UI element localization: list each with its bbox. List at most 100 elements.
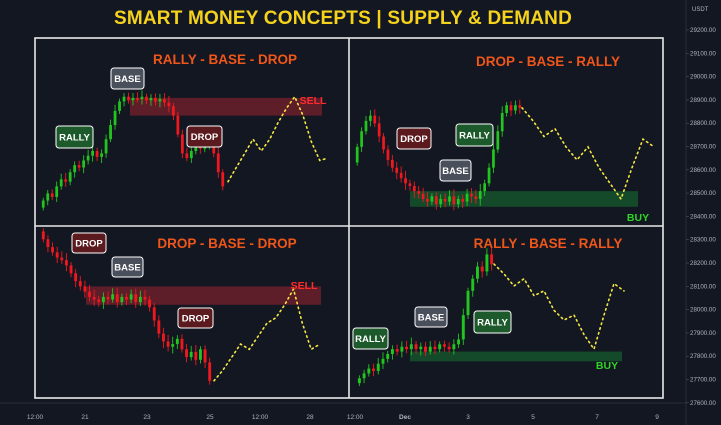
candle-body [496, 131, 500, 150]
candle-body [483, 183, 487, 192]
candle-body [194, 351, 198, 360]
candle-body [140, 96, 144, 100]
candle-body [404, 178, 407, 184]
candle-body [59, 179, 63, 187]
candle-body [145, 96, 148, 101]
projection-path [213, 286, 321, 382]
candle-body [216, 153, 220, 173]
candle-body [470, 193, 473, 197]
candle-body [64, 179, 68, 182]
projection-path [227, 95, 329, 183]
candle-body [143, 296, 147, 300]
signal-sell: SELL [291, 280, 318, 292]
candle-body [409, 344, 413, 350]
projection-path [521, 107, 655, 201]
tag-box [352, 327, 389, 350]
candle-body [55, 252, 59, 258]
price-tick-label: 28800.00 [690, 120, 716, 127]
time-tick-label: 12:00 [27, 414, 44, 421]
candle-body [189, 151, 193, 159]
candle-body [120, 296, 124, 303]
candle-body [166, 341, 170, 347]
tag-label-rally: RALLY [59, 133, 90, 144]
candle-body [176, 115, 180, 135]
tag-box [110, 67, 145, 90]
page-title: SMART MONEY CONCEPTS | SUPPLY & DEMAND [113, 8, 573, 29]
candle-body [376, 363, 380, 371]
candle-body [364, 120, 368, 132]
candle-body [131, 97, 135, 101]
tag-label-drop: DROP [75, 239, 103, 250]
candle-body [386, 354, 390, 359]
candle-body [134, 294, 138, 303]
candle-body [167, 102, 171, 107]
panel-title: DROP - BASE - RALLY [476, 54, 620, 69]
candle-body [443, 198, 447, 202]
price-tick-label: 28900.00 [690, 97, 716, 104]
panel-4: RALLY - BASE - RALLY RALLY BASE RALLY BUY [352, 236, 625, 387]
candle-body [194, 146, 198, 151]
candle-body [51, 247, 54, 253]
panel-title: DROP - BASE - DROP [157, 236, 296, 251]
candle-body [456, 198, 460, 205]
candle-body [60, 257, 64, 261]
candle-body [518, 105, 522, 108]
candle-body [357, 378, 361, 384]
time-tick-label: 9 [655, 414, 659, 421]
currency-label: USDT [692, 7, 709, 13]
candle-body [362, 373, 366, 379]
candle-body [405, 346, 409, 350]
price-tick-label: 29100.00 [690, 50, 716, 57]
candle-body [424, 346, 427, 352]
candle-body [185, 153, 189, 159]
candle-body [471, 278, 475, 291]
tag-label-rally: RALLY [459, 131, 490, 142]
price-tick-label: 27800.00 [690, 353, 716, 360]
tag-box [396, 127, 432, 150]
tag-box [455, 123, 494, 147]
signal-sell: SELL [300, 95, 327, 107]
price-tick-label: 28400.00 [690, 213, 716, 220]
price-tick-label: 27600.00 [690, 400, 716, 407]
candle-body [514, 105, 517, 111]
candle-body [41, 200, 45, 208]
panel-frames [34, 37, 664, 399]
candle-body [465, 193, 469, 202]
candle-body [372, 368, 375, 371]
candle-body [41, 231, 45, 240]
candle-body [97, 299, 101, 303]
projection-path [493, 263, 625, 351]
candle-body [355, 146, 359, 163]
candle-body [163, 99, 166, 103]
candle-body [377, 123, 381, 137]
tag-label-base: BASE [114, 74, 140, 85]
panel-title: RALLY - BASE - DROP [153, 52, 297, 67]
candle-body [152, 307, 156, 321]
candle-body [69, 265, 73, 274]
tag-label-base: BASE [442, 166, 468, 177]
price-tick-label: 28200.00 [690, 260, 716, 267]
price-tick-label: 29000.00 [690, 74, 716, 81]
candle-body [367, 368, 371, 374]
tag-box [473, 310, 512, 334]
candle-body [448, 196, 451, 202]
candle-body [373, 115, 377, 124]
price-tick-label: 28600.00 [690, 167, 716, 174]
candle-body [476, 266, 479, 279]
price-tick-label: 27900.00 [690, 330, 716, 337]
supply-zone [130, 97, 322, 116]
candle-body [68, 172, 72, 182]
candle-body [157, 320, 161, 334]
signal-buy: BUY [627, 212, 649, 224]
panel-1: RALLY - BASE - DROP RALLY BASE DROP SELL [41, 52, 329, 211]
tag-box [111, 256, 144, 278]
candle-body [82, 160, 86, 168]
candle-body [478, 191, 482, 199]
candle-body [434, 196, 438, 205]
tag-label-drop: DROP [400, 134, 428, 145]
tag-box [177, 307, 214, 329]
tag-label-base: BASE [114, 263, 140, 274]
demand-zone [410, 351, 622, 362]
candle-body [208, 362, 212, 381]
price-tick-label: 27700.00 [690, 377, 716, 384]
